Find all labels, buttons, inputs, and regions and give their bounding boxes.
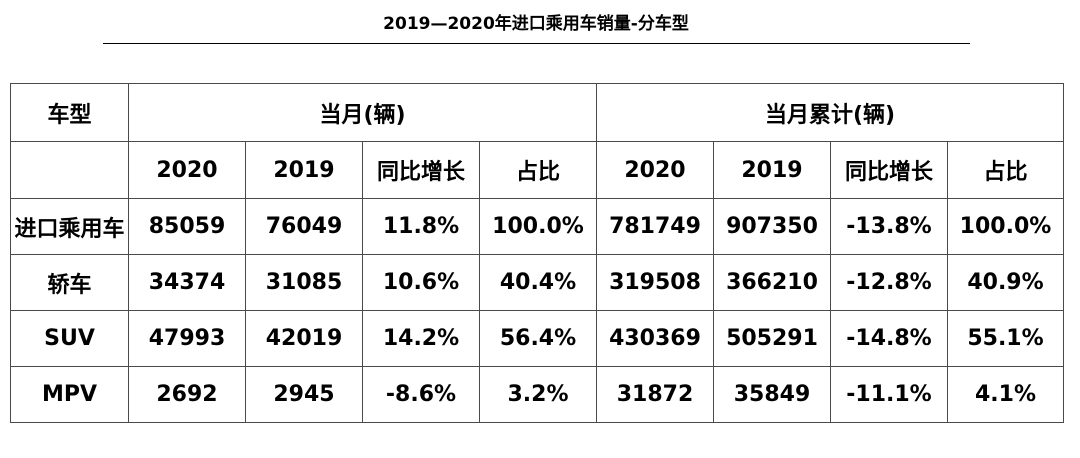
- header-type-empty: [10, 141, 129, 199]
- header-row-columns: 2020 2019 同比增长 占比 2020 2019 同比增长 占比: [10, 141, 1064, 199]
- sales-table: 车型 当月(辆) 当月累计(辆) 2020 2019 同比增长 占比 2020 …: [10, 83, 1064, 423]
- cell-cum-yoy: -13.8%: [830, 198, 948, 255]
- cell-month-yoy: -8.6%: [362, 366, 480, 423]
- row-type: SUV: [10, 310, 129, 367]
- cell-month-share: 100.0%: [479, 198, 597, 255]
- header-month-2019: 2019: [245, 141, 363, 199]
- cell-month-2020: 47993: [128, 310, 246, 367]
- cell-month-2019: 42019: [245, 310, 363, 367]
- cell-cum-2019: 35849: [713, 366, 831, 423]
- cell-cum-yoy: -12.8%: [830, 254, 948, 311]
- cell-month-yoy: 14.2%: [362, 310, 480, 367]
- row-type: 进口乘用车: [10, 198, 129, 255]
- title-underline: [103, 43, 970, 44]
- header-cum-2019: 2019: [713, 141, 831, 199]
- cell-month-share: 3.2%: [479, 366, 597, 423]
- cell-month-2019: 2945: [245, 366, 363, 423]
- cell-month-2020: 34374: [128, 254, 246, 311]
- cell-cum-2020: 319508: [596, 254, 714, 311]
- cell-cum-2020: 781749: [596, 198, 714, 255]
- cell-cum-share: 55.1%: [947, 310, 1064, 367]
- cell-month-2020: 85059: [128, 198, 246, 255]
- cell-cum-share: 40.9%: [947, 254, 1064, 311]
- cell-month-share: 40.4%: [479, 254, 597, 311]
- cell-cum-2019: 505291: [713, 310, 831, 367]
- page-title: 2019—2020年进口乘用车销量-分车型: [383, 14, 689, 34]
- table-row: MPV 2692 2945 -8.6% 3.2% 31872 35849 -11…: [10, 366, 1064, 423]
- cell-cum-2019: 907350: [713, 198, 831, 255]
- header-row-groups: 车型 当月(辆) 当月累计(辆): [10, 83, 1064, 142]
- cell-cum-yoy: -11.1%: [830, 366, 948, 423]
- header-type: 车型: [10, 83, 129, 142]
- cell-cum-2019: 366210: [713, 254, 831, 311]
- cell-month-2019: 76049: [245, 198, 363, 255]
- cell-cum-2020: 31872: [596, 366, 714, 423]
- cell-month-yoy: 10.6%: [362, 254, 480, 311]
- cell-cum-share: 100.0%: [947, 198, 1064, 255]
- table-row: SUV 47993 42019 14.2% 56.4% 430369 50529…: [10, 310, 1064, 367]
- header-month-2020: 2020: [128, 141, 246, 199]
- cell-month-2020: 2692: [128, 366, 246, 423]
- header-month-group: 当月(辆): [128, 83, 597, 142]
- row-type: MPV: [10, 366, 129, 423]
- cell-cum-share: 4.1%: [947, 366, 1064, 423]
- header-month-share: 占比: [479, 141, 597, 199]
- header-cum-2020: 2020: [596, 141, 714, 199]
- header-cum-yoy: 同比增长: [830, 141, 948, 199]
- cell-month-share: 56.4%: [479, 310, 597, 367]
- header-month-yoy: 同比增长: [362, 141, 480, 199]
- header-cumulative-group: 当月累计(辆): [596, 83, 1064, 142]
- cell-month-yoy: 11.8%: [362, 198, 480, 255]
- row-type: 轿车: [10, 254, 129, 311]
- table-row: 轿车 34374 31085 10.6% 40.4% 319508 366210…: [10, 254, 1064, 311]
- cell-month-2019: 31085: [245, 254, 363, 311]
- header-cum-share: 占比: [947, 141, 1064, 199]
- cell-cum-2020: 430369: [596, 310, 714, 367]
- table-row: 进口乘用车 85059 76049 11.8% 100.0% 781749 90…: [10, 198, 1064, 255]
- cell-cum-yoy: -14.8%: [830, 310, 948, 367]
